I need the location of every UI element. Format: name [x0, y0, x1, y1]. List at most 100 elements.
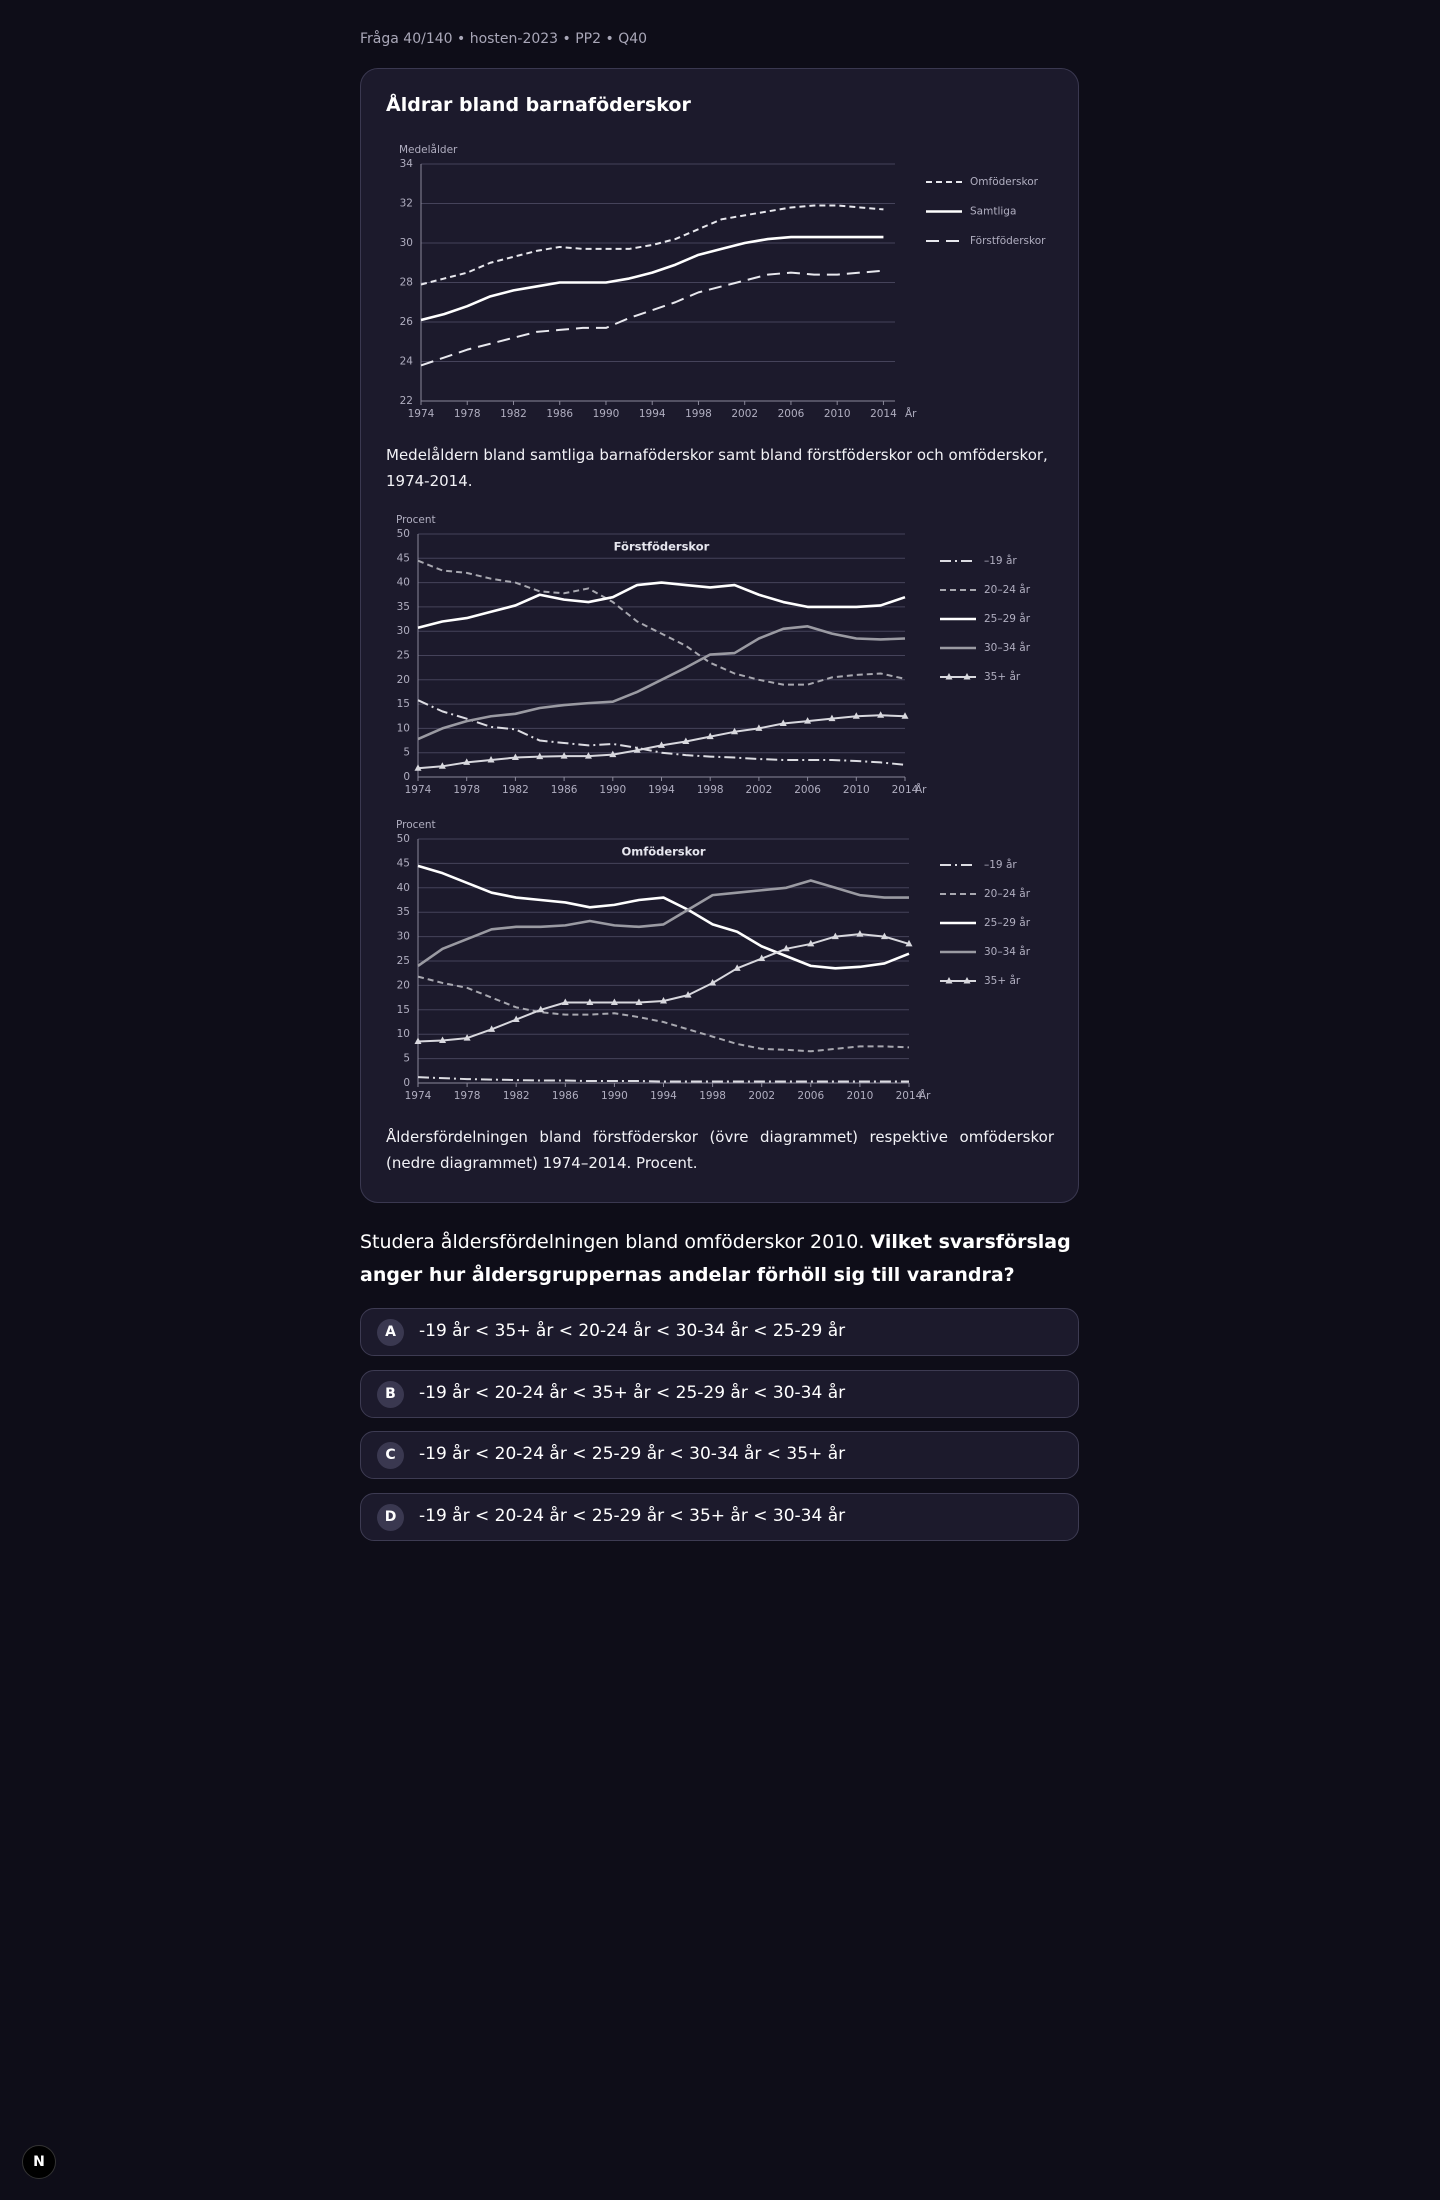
- point: [880, 932, 888, 940]
- x-tick-label: 2014: [896, 1090, 923, 1102]
- point: [633, 746, 641, 753]
- y-tick-label: 15: [397, 1004, 410, 1016]
- y-tick-label: 10: [397, 1028, 410, 1040]
- legend-label: Omföderskor: [970, 176, 1039, 188]
- point: [414, 764, 422, 771]
- point: [758, 954, 766, 962]
- answer-option[interactable]: D -19 år < 20-24 år < 25-29 år < 35+ år <…: [360, 1492, 1079, 1541]
- x-tick-label: 2006: [794, 784, 821, 796]
- series-line: [417, 559, 906, 686]
- x-tick-label: 1986: [551, 784, 578, 796]
- answer-option[interactable]: B -19 år < 20-24 år < 35+ år < 25-29 år <…: [360, 1369, 1079, 1418]
- y-tick-label: 45: [397, 552, 410, 564]
- badge[interactable]: N: [22, 2145, 56, 2179]
- x-tick-label: 1990: [593, 408, 620, 420]
- x-axis-label: År: [905, 407, 917, 420]
- point: [560, 752, 568, 759]
- x-axis-label: År: [915, 783, 927, 796]
- series-line: [417, 864, 910, 970]
- y-axis-label: Procent: [396, 514, 436, 526]
- point: [635, 998, 643, 1005]
- y-tick-label: 34: [400, 158, 414, 170]
- point: [901, 712, 909, 719]
- x-tick-label: 1978: [454, 1090, 481, 1102]
- y-tick-label: 0: [403, 1077, 410, 1089]
- x-tick-label: 1998: [697, 784, 724, 796]
- x-tick-label: 1990: [601, 1090, 628, 1102]
- point: [609, 750, 617, 758]
- option-letter: A: [377, 1319, 404, 1346]
- point: [512, 1015, 520, 1023]
- x-tick-label: 2014: [870, 408, 897, 420]
- point: [782, 944, 790, 952]
- legend-label: –19 år: [984, 858, 1017, 871]
- y-tick-label: 40: [397, 577, 410, 589]
- series-line: [417, 625, 906, 741]
- x-axis-label: År: [919, 1089, 931, 1102]
- caption: Medelåldern bland samtliga barnafödersko…: [386, 446, 1048, 490]
- option-text: -19 år < 35+ år < 20-24 år < 30-34 år < …: [419, 1321, 846, 1341]
- x-tick-label: 2006: [797, 1090, 824, 1102]
- y-tick-label: 22: [400, 395, 413, 407]
- x-tick-label: 1986: [552, 1090, 579, 1102]
- x-tick-label: 1998: [699, 1090, 726, 1102]
- point: [852, 712, 860, 719]
- legend-label: 20–24 år: [984, 583, 1031, 596]
- legend-marker: [945, 673, 953, 680]
- legend-label: 35+ år: [984, 974, 1021, 987]
- x-tick-label: 1994: [639, 408, 666, 420]
- point: [807, 939, 815, 947]
- answer-option[interactable]: C -19 år < 20-24 år < 25-29 år < 30-34 år…: [360, 1431, 1079, 1479]
- y-tick-label: 35: [397, 601, 410, 613]
- y-tick-label: 5: [403, 1053, 410, 1065]
- y-tick-label: 50: [397, 528, 410, 540]
- y-tick-label: 45: [397, 857, 410, 869]
- x-tick-label: 1974: [408, 408, 435, 420]
- y-tick-label: 26: [400, 316, 414, 328]
- point: [414, 1037, 422, 1045]
- y-tick-label: 40: [397, 882, 410, 894]
- x-tick-label: 2002: [746, 784, 773, 796]
- point: [684, 991, 692, 998]
- y-tick-label: 15: [397, 698, 410, 710]
- chart-title: Omföderskor: [621, 845, 705, 859]
- y-tick-label: 25: [397, 955, 410, 967]
- question: Studera åldersfördelningen bland omföder…: [360, 1226, 1080, 1292]
- y-axis-label: Medelålder: [399, 143, 458, 156]
- point: [733, 964, 741, 971]
- point: [487, 755, 495, 763]
- point: [439, 1036, 447, 1044]
- card-title: Åldrar bland barnaföderskor: [386, 94, 691, 116]
- x-tick-label: 2006: [778, 408, 805, 420]
- point: [804, 717, 812, 724]
- point: [536, 752, 544, 760]
- series-line: [417, 1076, 909, 1083]
- legend-label: 30–34 år: [984, 945, 1031, 958]
- point: [828, 714, 836, 722]
- series-line: [417, 699, 906, 766]
- point: [856, 930, 864, 937]
- point: [561, 998, 569, 1005]
- point: [586, 998, 594, 1005]
- point: [682, 737, 690, 745]
- answer-option[interactable]: A -19 år < 35+ år < 20-24 år < 30-34 år <…: [360, 1308, 1079, 1356]
- question-text: Studera åldersfördelningen bland omföder…: [360, 1231, 871, 1253]
- option-text: -19 år < 20-24 år < 25-29 år < 30-34 år …: [419, 1444, 846, 1464]
- y-tick-label: 32: [400, 198, 413, 210]
- x-tick-label: 1974: [405, 784, 432, 796]
- point: [488, 1025, 496, 1032]
- x-tick-label: 1994: [648, 784, 675, 796]
- point: [463, 758, 471, 765]
- series-line: [420, 269, 884, 367]
- legend-label: 25–29 år: [984, 612, 1031, 625]
- point: [660, 997, 667, 1004]
- y-tick-label: 35: [397, 906, 410, 918]
- point: [511, 753, 519, 761]
- y-tick-label: 25: [397, 650, 410, 662]
- point: [610, 998, 618, 1005]
- x-tick-label: 1982: [502, 784, 529, 796]
- point: [537, 1005, 545, 1013]
- series-line: [417, 975, 910, 1053]
- y-axis-label: Procent: [396, 819, 436, 831]
- x-tick-label: 2002: [748, 1090, 775, 1102]
